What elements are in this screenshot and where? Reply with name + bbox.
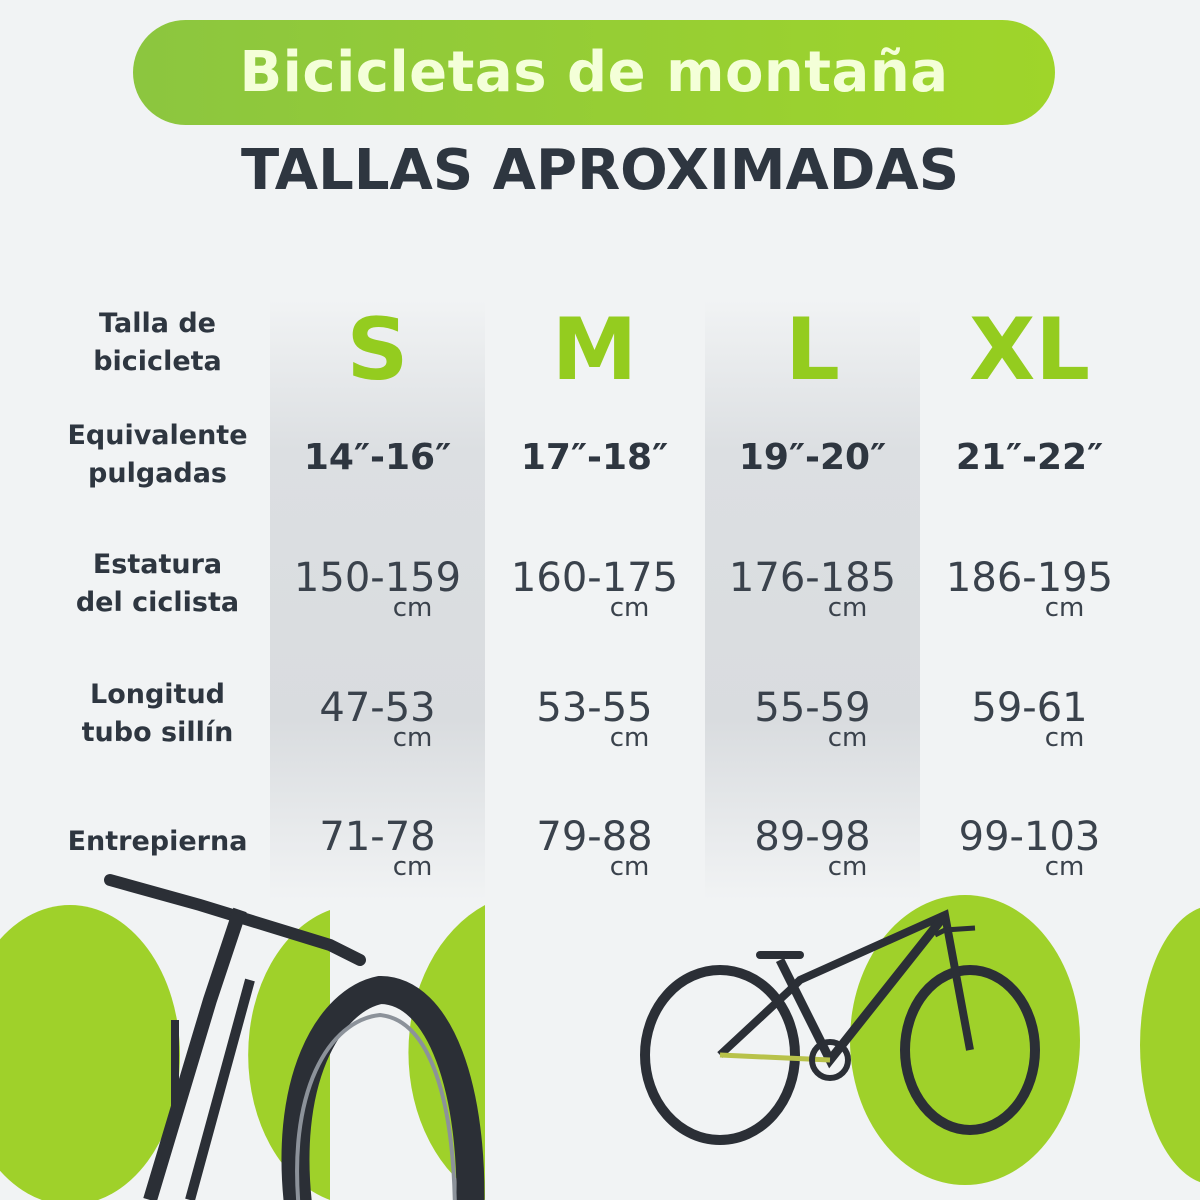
unit-label: cm xyxy=(827,852,868,882)
cell-inseam: 71-78 cm xyxy=(270,817,485,882)
cell-inseam: 79-88 cm xyxy=(487,817,702,882)
unit-label: cm xyxy=(827,593,868,623)
unit-label: cm xyxy=(1044,852,1085,882)
unit-label: cm xyxy=(609,593,650,623)
cell-inseam: 99-103 cm xyxy=(922,817,1137,882)
page-title: Bicicletas de montaña xyxy=(239,40,949,105)
cell-height: 186-195 cm xyxy=(922,558,1137,623)
row-label-inseam: Entrepierna xyxy=(67,826,248,857)
row-label-inches: Equivalente pulgadas xyxy=(67,420,248,489)
title-banner: Bicicletas de montaña xyxy=(133,20,1055,125)
column-shade-l xyxy=(705,300,920,900)
cell-inches: 19″-20″ xyxy=(738,437,887,478)
unit-label: cm xyxy=(1044,593,1085,623)
cell-height: 176-185 cm xyxy=(705,558,920,623)
row-label-size: Talla de bicicleta xyxy=(93,308,222,377)
cell-size: L xyxy=(785,300,840,400)
cell-inches: 14″-16″ xyxy=(303,437,452,478)
cell-size: S xyxy=(346,300,409,400)
unit-label: cm xyxy=(392,852,433,882)
cell-inches: 17″-18″ xyxy=(520,437,669,478)
mountain-bike-closeup xyxy=(104,874,485,1200)
cell-seat-tube: 59-61 cm xyxy=(922,688,1137,753)
unit-label: cm xyxy=(1044,723,1085,753)
cell-inches: 21″-22″ xyxy=(955,437,1104,478)
cell-size: M xyxy=(551,300,638,400)
unit-label: cm xyxy=(392,723,433,753)
cell-height: 160-175 cm xyxy=(487,558,702,623)
unit-label: cm xyxy=(609,723,650,753)
cell-seat-tube: 47-53 cm xyxy=(270,688,485,753)
cell-seat-tube: 53-55 cm xyxy=(487,688,702,753)
green-circles-left xyxy=(0,905,485,1200)
unit-label: cm xyxy=(827,723,868,753)
cell-height: 150-159 cm xyxy=(270,558,485,623)
cell-size: XL xyxy=(968,300,1091,400)
page-subtitle: TALLAS APROXIMADAS xyxy=(240,138,960,203)
unit-label: cm xyxy=(392,593,433,623)
row-label-height: Estatura del ciclista xyxy=(75,549,240,618)
column-shade-s xyxy=(270,300,485,900)
cell-inseam: 89-98 cm xyxy=(705,817,920,882)
mountain-bike-side xyxy=(640,909,1040,1145)
row-label-seat-tube: Longitud tubo sillín xyxy=(81,679,234,748)
bike-images xyxy=(0,874,1200,1200)
cell-seat-tube: 55-59 cm xyxy=(705,688,920,753)
unit-label: cm xyxy=(609,852,650,882)
